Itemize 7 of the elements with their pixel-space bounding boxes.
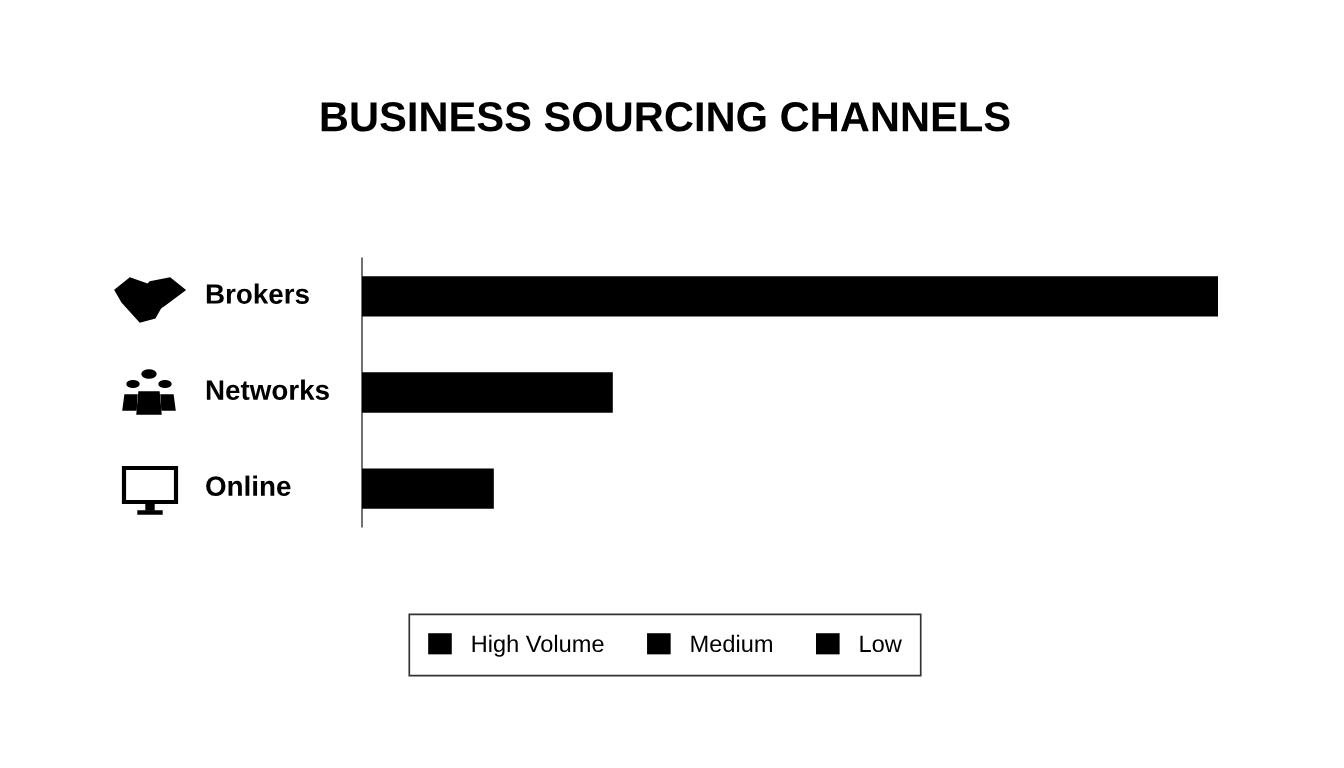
legend-label: Low — [860, 635, 902, 653]
legend-label: High Volume — [472, 634, 604, 657]
y-tick-label: Online — [206, 475, 291, 497]
y-tick-label: Brokers — [206, 283, 309, 304]
chart-title: BUSINESS SOURCING CHANNELS — [321, 102, 1010, 132]
y-tick-label: Networks — [206, 379, 329, 400]
legend-label: Medium — [691, 634, 772, 653]
